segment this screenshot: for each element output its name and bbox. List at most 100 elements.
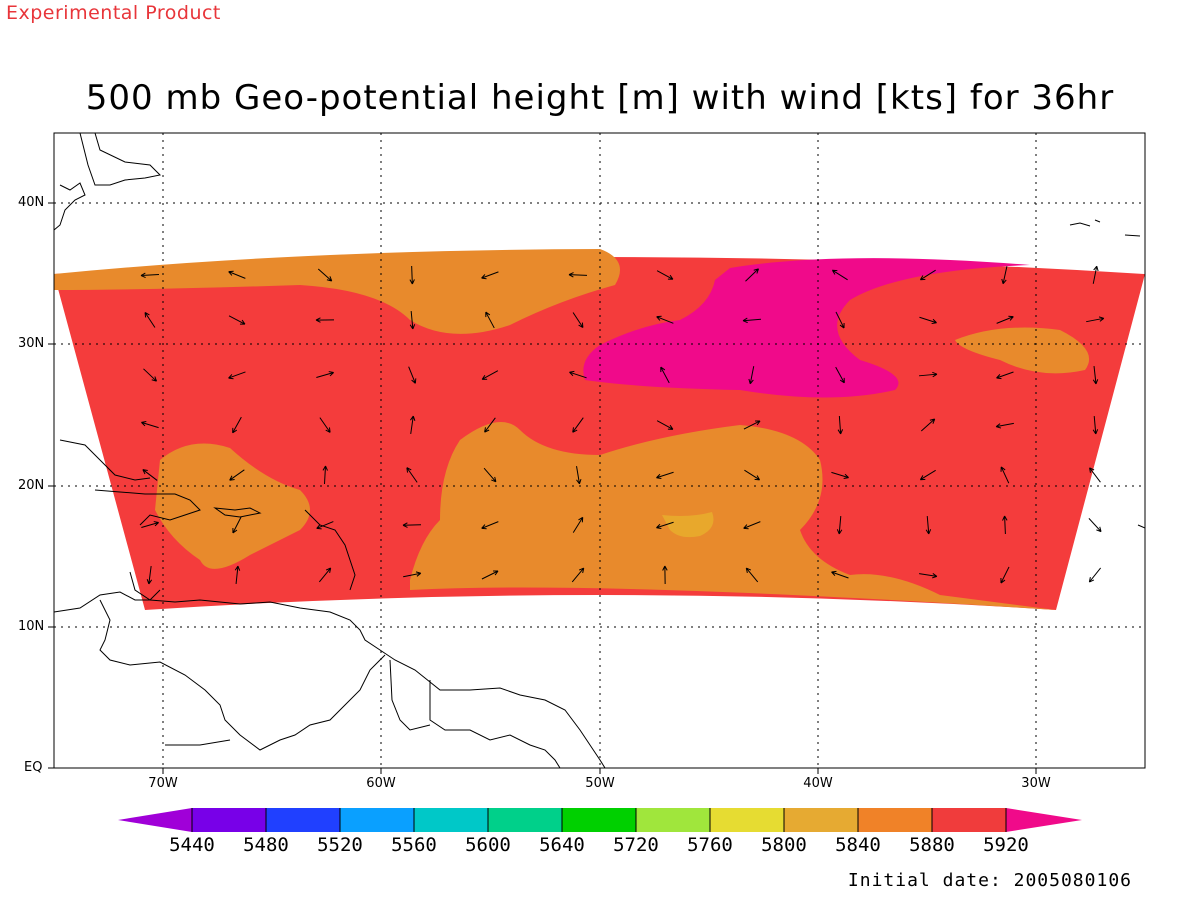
wind-arrow-icon — [996, 371, 1014, 380]
lat-label-10n: 10N — [18, 619, 45, 634]
wind-arrow-icon — [995, 422, 1014, 429]
legend-swatch-5 — [488, 808, 562, 832]
wind-arrow-icon — [1089, 467, 1101, 483]
wind-arrow-icon — [1002, 515, 1008, 535]
wind-vectors — [140, 265, 1105, 585]
wind-arrow-icon — [656, 315, 674, 324]
wind-arrow-icon — [745, 268, 759, 282]
wind-arrow-icon — [742, 317, 762, 324]
legend-label-5760: 5760 — [687, 834, 733, 856]
wind-arrow-icon — [228, 371, 246, 380]
wind-arrow-icon — [572, 417, 584, 433]
legend-label-5800: 5800 — [761, 834, 807, 856]
coastline-antilles — [59, 439, 356, 601]
wind-arrow-icon — [925, 515, 932, 535]
initial-date-label: Initial date: 2005080106 — [847, 870, 1132, 891]
wind-arrow-icon — [409, 415, 416, 434]
coastline-north-america — [54, 133, 162, 231]
wind-arrow-icon — [228, 315, 246, 325]
wind-arrow-icon — [403, 571, 422, 578]
wind-arrow-icon — [1000, 466, 1010, 484]
wind-arrow-icon — [660, 366, 670, 384]
wind-arrow-icon — [317, 268, 333, 282]
wind-arrow-icon — [485, 311, 495, 329]
legend-label-5560: 5560 — [391, 834, 437, 856]
legend-arrow-left — [118, 808, 192, 832]
wind-arrow-icon — [576, 466, 582, 485]
wind-arrow-icon — [919, 469, 936, 481]
wind-arrow-icon — [748, 366, 755, 385]
wind-arrow-icon — [836, 515, 843, 535]
wind-arrow-icon — [232, 516, 242, 534]
wind-arrow-icon — [996, 315, 1014, 324]
wind-arrow-icon — [140, 272, 160, 278]
wind-arrow-icon — [316, 371, 334, 378]
wind-arrow-icon — [919, 269, 936, 281]
wind-arrow-icon — [569, 370, 587, 379]
wind-arrow-icon — [144, 312, 156, 328]
legend-label-5520: 5520 — [317, 834, 363, 856]
coastlines — [54, 133, 1145, 768]
wind-arrow-icon — [918, 371, 938, 378]
legend-swatch-2 — [266, 808, 340, 832]
lon-label-70w: 70W — [148, 776, 178, 791]
wind-arrow-icon — [1088, 567, 1102, 583]
legend-swatch-7 — [636, 808, 710, 832]
wind-arrow-icon — [1092, 415, 1099, 435]
wind-arrow-icon — [406, 467, 418, 483]
wind-arrow-icon — [831, 269, 848, 281]
wind-arrow-icon — [481, 521, 499, 530]
legend-swatch-10 — [858, 808, 932, 832]
map-plot-area — [54, 133, 1145, 768]
wind-arrow-icon — [662, 565, 668, 585]
height-field-5840-east — [955, 327, 1090, 374]
wind-arrow-icon — [1092, 265, 1099, 284]
legend-label-5640: 5640 — [539, 834, 585, 856]
experimental-product-label: Experimental Product — [6, 2, 221, 24]
wind-arrow-icon — [837, 415, 844, 435]
legend-swatch-3 — [340, 808, 414, 832]
wind-arrow-icon — [1088, 518, 1102, 533]
wind-arrow-icon — [1086, 316, 1105, 323]
wind-arrow-icon — [744, 469, 761, 481]
legend-swatch-9 — [784, 808, 858, 832]
wind-arrow-icon — [141, 421, 159, 429]
wind-arrow-icon — [920, 418, 936, 432]
legend-label-5880: 5880 — [909, 834, 955, 856]
lon-label-40w: 40W — [803, 776, 833, 791]
lat-label-20n: 20N — [18, 478, 45, 493]
legend-swatch-4 — [414, 808, 488, 832]
legend-label-5920: 5920 — [983, 834, 1029, 856]
wind-arrow-icon — [571, 567, 585, 583]
coastline-south-america — [54, 591, 606, 768]
legend-label-5840: 5840 — [835, 834, 881, 856]
wind-arrow-icon — [234, 565, 241, 585]
wind-arrow-icon — [656, 420, 674, 430]
wind-arrow-icon — [316, 521, 334, 530]
coastline-atlantic-islands — [1069, 219, 1145, 529]
wind-arrow-icon — [322, 465, 328, 485]
wind-arrow-icon — [143, 368, 158, 382]
wind-arrow-icon — [745, 567, 759, 583]
wind-arrow-icon — [481, 370, 499, 380]
legend-arrow-right — [1006, 808, 1082, 832]
wind-arrow-icon — [318, 567, 332, 583]
legend-swatch-6 — [562, 808, 636, 832]
lat-label-eq: EQ — [24, 760, 43, 775]
wind-arrow-icon — [835, 366, 845, 384]
wind-arrow-icon — [743, 521, 761, 530]
wind-arrow-icon — [568, 272, 588, 278]
wind-arrow-icon — [483, 467, 497, 483]
wind-arrow-icon — [1092, 365, 1099, 385]
wind-arrow-icon — [408, 366, 417, 384]
wind-arrow-icon — [572, 312, 584, 328]
wind-arrow-icon — [409, 265, 415, 285]
lon-label-60w: 60W — [366, 776, 396, 791]
wind-arrow-icon — [232, 416, 242, 434]
wind-arrow-icon — [919, 573, 938, 579]
color-legend-bar — [118, 808, 1082, 832]
lat-lon-grid — [54, 133, 1145, 768]
wind-arrow-icon — [1001, 266, 1008, 285]
wind-arrow-icon — [656, 270, 674, 280]
